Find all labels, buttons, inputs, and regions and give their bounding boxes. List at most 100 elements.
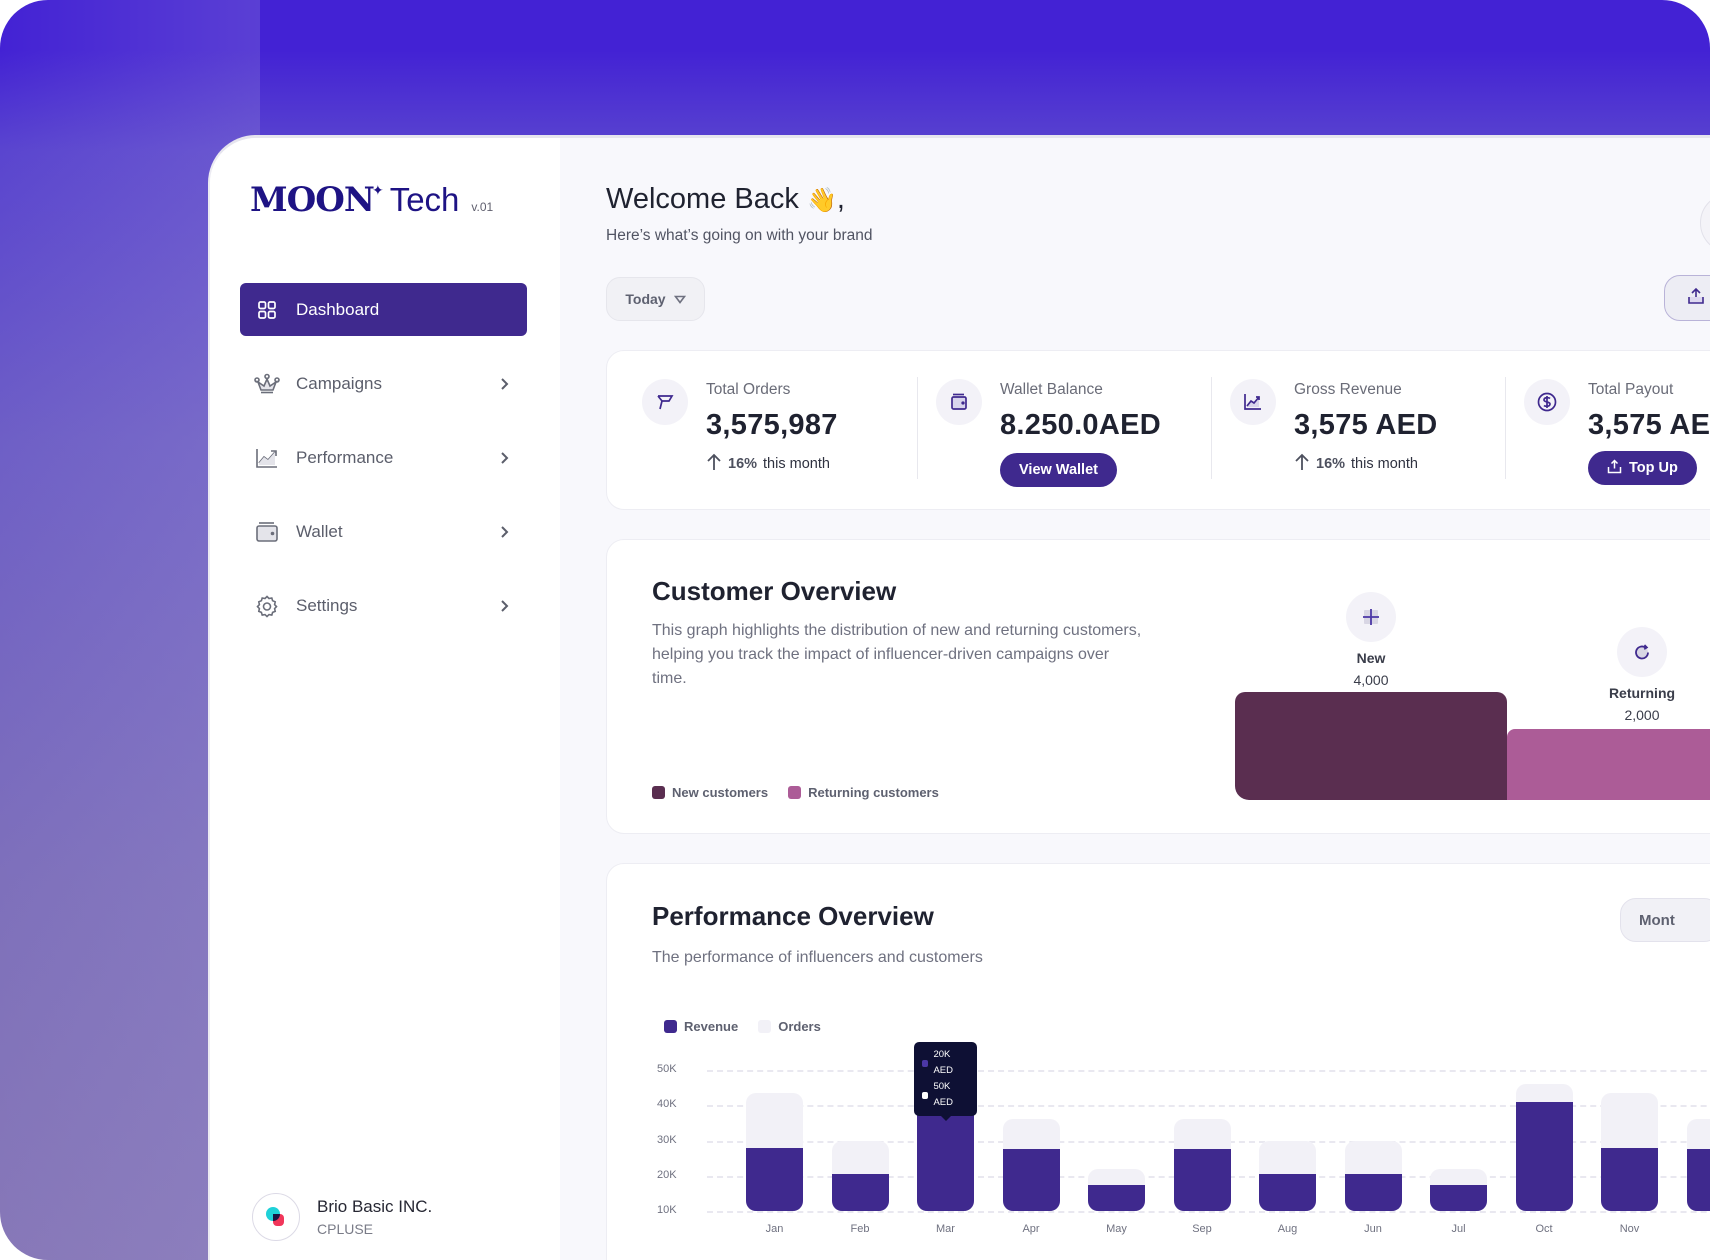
customer-overview-card: Customer Overview This graph highlights … — [606, 539, 1710, 834]
date-filter-dropdown[interactable]: Today — [606, 277, 705, 321]
bar-feb[interactable] — [831, 1140, 889, 1211]
sidebar-item-performance[interactable]: Performance — [240, 431, 527, 484]
bar-nov[interactable] — [1601, 1092, 1658, 1211]
x-axis-tick: May — [1106, 1223, 1127, 1235]
legend-swatch — [788, 786, 802, 799]
tooltip-orders-swatch — [922, 1091, 929, 1099]
grid-icon — [254, 297, 280, 323]
account-subtitle: CPLUSE — [317, 1221, 374, 1237]
performance-overview-title: Performance Overview — [652, 901, 934, 931]
stat-label: Wallet Balance — [1000, 381, 1103, 398]
bar-apr[interactable] — [1002, 1119, 1060, 1211]
bar-jul[interactable] — [1430, 1168, 1487, 1211]
brand-name-secondary: Tech — [389, 181, 460, 218]
profile-button[interactable] — [1700, 193, 1710, 253]
bar-revenue-segment — [1173, 1149, 1231, 1211]
customer-chart: New 4,000 Returning 2,000 — [1230, 540, 1710, 835]
refresh-icon — [1617, 627, 1667, 677]
divider — [1211, 377, 1212, 479]
performance-overview-subtitle: The performance of influencers and custo… — [652, 949, 983, 966]
y-axis-tick: 30K — [657, 1133, 677, 1146]
legend-revenue[interactable]: Revenue — [664, 1019, 738, 1034]
sidebar-item-label: Settings — [296, 595, 358, 615]
chevron-right-icon — [495, 597, 513, 615]
bar-revenue-segment — [831, 1174, 889, 1211]
customer-legend: New customers Returning customers — [652, 785, 939, 800]
divider — [1505, 377, 1506, 479]
sidebar-item-campaigns[interactable]: Campaigns — [240, 357, 527, 410]
bar-sep[interactable] — [1173, 1119, 1231, 1211]
x-axis-tick: Nov — [1619, 1223, 1640, 1235]
page-title-text: Welcome Back — [606, 183, 799, 215]
view-wallet-button[interactable]: View Wallet — [1000, 453, 1117, 487]
legend-swatch — [652, 786, 665, 799]
x-axis-tick: Jul — [1451, 1223, 1466, 1235]
bar-new-customers[interactable] — [1235, 692, 1507, 800]
bar-oct[interactable] — [1515, 1084, 1573, 1211]
stat-value: 3,575,987 — [706, 409, 838, 441]
wave-hand-icon: 👋 — [806, 187, 837, 214]
stat-trend: 16% this month — [706, 453, 830, 475]
flag-icon — [642, 379, 688, 425]
x-axis-tick: Jan — [765, 1223, 784, 1235]
sidebar-item-dashboard[interactable]: Dashboard — [240, 283, 527, 336]
performance-legend: Revenue Orders — [664, 1019, 821, 1034]
avatar — [252, 1193, 300, 1241]
bar-jan[interactable] — [746, 1092, 803, 1211]
legend-swatch — [758, 1020, 772, 1033]
x-axis-tick: Feb — [850, 1223, 870, 1235]
customer-overview-title: Customer Overview — [652, 576, 897, 606]
marker-new: New 4,000 — [1301, 592, 1441, 688]
brand-logo[interactable]: MOON ✦ Tech v.01 — [250, 180, 493, 220]
bar-revenue-segment — [1002, 1149, 1060, 1211]
export-button[interactable]: C — [1664, 275, 1710, 321]
performance-bar-chart: 50K 40K 30K 20K 10K Jan Feb Mar 20K AED 50K AED Ap… — [607, 864, 1710, 1260]
bar-may[interactable] — [1088, 1168, 1145, 1211]
bar-returning-customers[interactable] — [1507, 729, 1710, 800]
wallet-icon — [936, 379, 982, 425]
account-name: Brio Basic INC. — [317, 1197, 433, 1216]
top-up-button[interactable]: Top Up — [1588, 451, 1697, 485]
gridline — [707, 1211, 1710, 1213]
account-switcher[interactable]: Brio Basic INC. CPLUSE — [252, 1193, 432, 1241]
brand-name-primary: MOON — [250, 180, 375, 220]
stat-label: Total Payout — [1588, 381, 1674, 398]
legend-swatch — [664, 1020, 677, 1033]
x-axis-tick: Apr — [1022, 1223, 1040, 1235]
period-dropdown[interactable]: Mont — [1620, 898, 1710, 942]
date-filter-label: Today — [625, 291, 666, 307]
divider — [917, 377, 918, 479]
sidebar-item-settings[interactable]: Settings — [240, 579, 527, 632]
arrow-up-icon — [706, 453, 722, 475]
chevron-right-icon — [495, 449, 513, 467]
trend-chart-icon — [254, 445, 280, 471]
x-axis-tick: Aug — [1277, 1223, 1298, 1235]
performance-overview-card: Performance Overview The performance of … — [606, 863, 1710, 1260]
bar-revenue-segment — [1601, 1147, 1658, 1211]
x-axis-tick: Sep — [1192, 1223, 1212, 1235]
marker-returning: Returning 2,000 — [1572, 627, 1710, 723]
sidebar-item-wallet[interactable]: Wallet — [240, 505, 527, 558]
stat-value: 8.250.0AED — [1000, 409, 1161, 441]
upload-icon — [1607, 458, 1622, 478]
bar-revenue-segment — [1088, 1184, 1145, 1211]
sidebar-nav: Dashboard Campaigns Performance — [240, 283, 527, 653]
x-axis-tick: D — [1675, 1223, 1710, 1235]
bar-d[interactable] — [1686, 1119, 1710, 1211]
legend-orders[interactable]: Orders — [758, 1019, 821, 1034]
tooltip-revenue-swatch — [922, 1059, 929, 1067]
chart-tooltip: 20K AED 50K AED — [914, 1042, 977, 1122]
sidebar-item-label: Performance — [296, 447, 394, 467]
legend-new-customers[interactable]: New customers — [652, 785, 768, 800]
y-axis-tick: 40K — [657, 1098, 677, 1111]
bar-revenue-segment — [1515, 1101, 1573, 1211]
page-subtitle: Here’s what’s going on with your brand — [606, 227, 873, 244]
stats-card: Total Orders 3,575,987 16% this month Wal… — [606, 350, 1710, 510]
crown-icon — [254, 371, 280, 397]
plus-grid-icon — [1346, 592, 1396, 642]
bar-jun[interactable] — [1344, 1140, 1402, 1211]
bar-aug[interactable] — [1259, 1140, 1316, 1211]
company-logo-icon — [266, 1207, 284, 1226]
y-axis-tick: 20K — [657, 1168, 677, 1181]
legend-returning-customers[interactable]: Returning customers — [788, 785, 939, 800]
